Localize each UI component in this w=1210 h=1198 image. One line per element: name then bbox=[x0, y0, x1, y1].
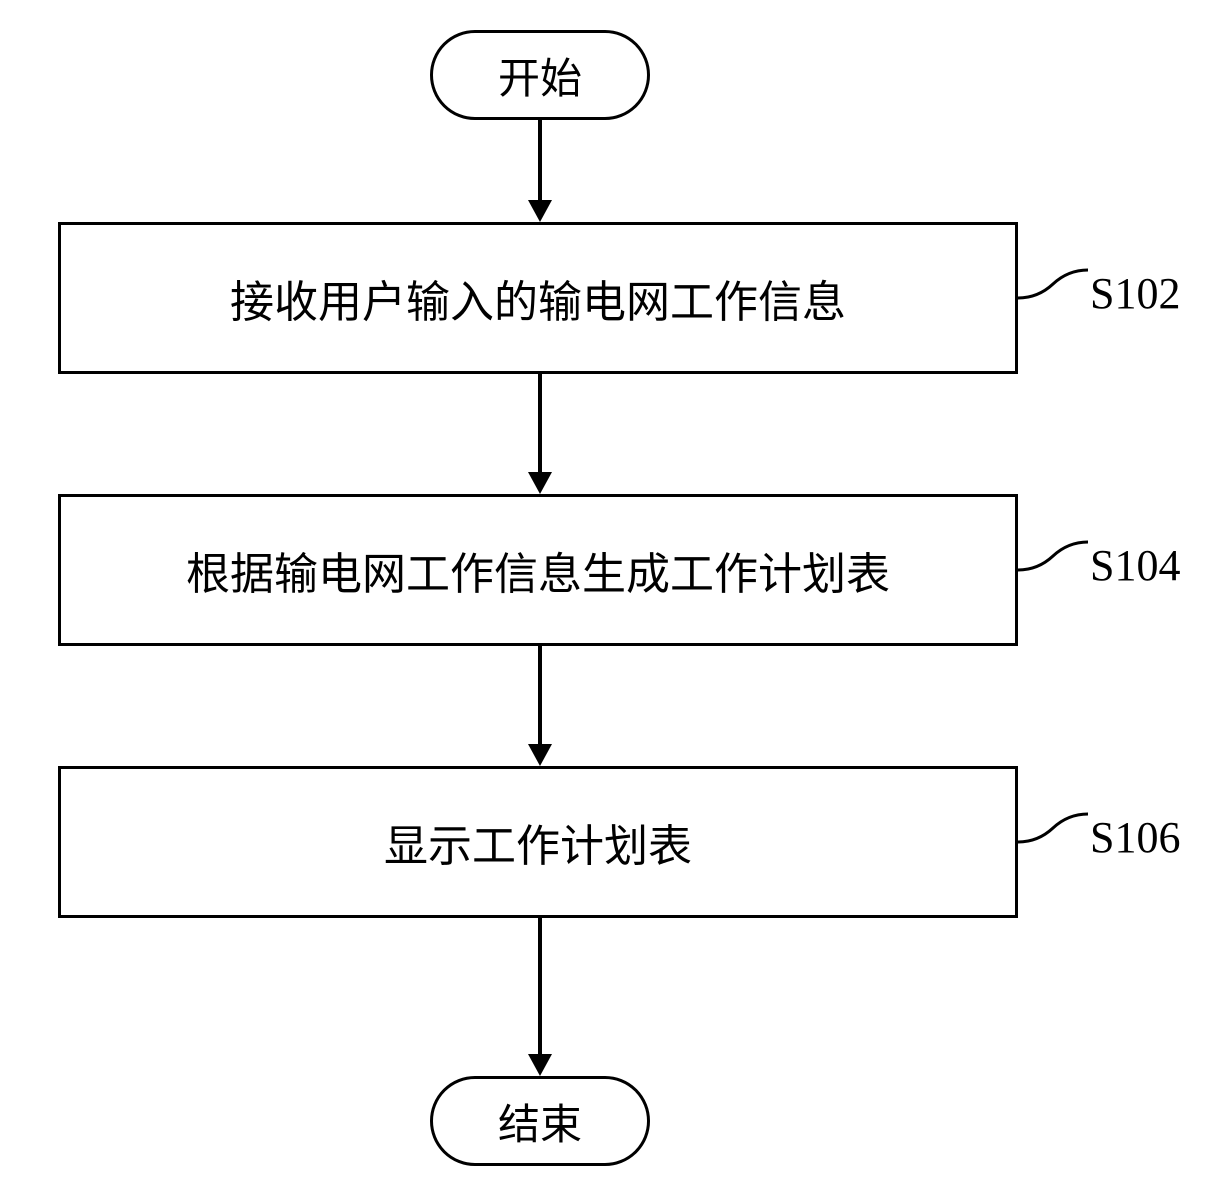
label-s102: S102 bbox=[1090, 268, 1180, 319]
connector-s104 bbox=[1018, 542, 1090, 602]
edge-s106-end-head bbox=[528, 1054, 552, 1076]
process-s102: 接收用户输入的输电网工作信息 bbox=[58, 222, 1018, 374]
process-s106-text: 显示工作计划表 bbox=[384, 810, 692, 874]
process-s102-text: 接收用户输入的输电网工作信息 bbox=[230, 266, 846, 330]
start-label: 开始 bbox=[498, 45, 582, 106]
edge-s102-s104 bbox=[538, 374, 542, 472]
connector-s106 bbox=[1018, 814, 1090, 874]
label-s106: S106 bbox=[1090, 812, 1180, 863]
connector-s102 bbox=[1018, 270, 1090, 330]
end-label: 结束 bbox=[498, 1091, 582, 1152]
edge-s106-end bbox=[538, 918, 542, 1054]
edge-s104-s106-head bbox=[528, 744, 552, 766]
flowchart-canvas: 开始 接收用户输入的输电网工作信息 S102 根据输电网工作信息生成工作计划表 … bbox=[0, 0, 1210, 1198]
process-s106: 显示工作计划表 bbox=[58, 766, 1018, 918]
process-s104-text: 根据输电网工作信息生成工作计划表 bbox=[186, 538, 890, 602]
edge-start-s102-head bbox=[528, 200, 552, 222]
edge-s102-s104-head bbox=[528, 472, 552, 494]
label-s104: S104 bbox=[1090, 540, 1180, 591]
edge-s104-s106 bbox=[538, 646, 542, 744]
process-s104: 根据输电网工作信息生成工作计划表 bbox=[58, 494, 1018, 646]
end-node: 结束 bbox=[430, 1076, 650, 1166]
start-node: 开始 bbox=[430, 30, 650, 120]
edge-start-s102 bbox=[538, 120, 542, 200]
